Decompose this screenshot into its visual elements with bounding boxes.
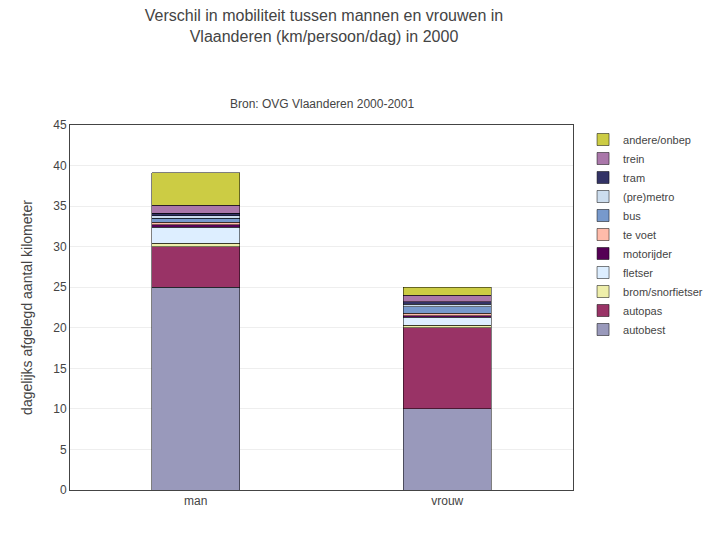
svg-text:fletser: fletser — [623, 267, 653, 279]
svg-text:45: 45 — [53, 118, 67, 132]
svg-text:35: 35 — [53, 199, 67, 213]
svg-text:autobest: autobest — [623, 324, 665, 336]
svg-text:0: 0 — [60, 483, 67, 497]
svg-text:Verschil in mobiliteit tussen: Verschil in mobiliteit tussen mannen en … — [145, 7, 503, 45]
svg-text:te voet: te voet — [623, 229, 656, 241]
svg-text:5: 5 — [60, 443, 67, 457]
svg-text:bus: bus — [623, 210, 641, 222]
svg-text:40: 40 — [53, 159, 67, 173]
svg-text:20: 20 — [53, 321, 67, 335]
svg-text:tram: tram — [623, 172, 645, 184]
svg-text:Bron: OVG Vlaanderen 2000-2001: Bron: OVG Vlaanderen 2000-2001 — [230, 97, 414, 111]
svg-text:motorijder: motorijder — [623, 248, 672, 260]
svg-text:25: 25 — [53, 280, 67, 294]
svg-text:autopas: autopas — [623, 305, 663, 317]
svg-text:trein: trein — [623, 153, 644, 165]
svg-text:10: 10 — [53, 402, 67, 416]
svg-text:dagelijks afgelegd aantal kilo: dagelijks afgelegd aantal kilometer — [19, 200, 35, 415]
svg-text:vrouw: vrouw — [431, 494, 463, 508]
svg-text:15: 15 — [53, 362, 67, 376]
svg-text:man: man — [184, 494, 207, 508]
svg-text:andere/onbep: andere/onbep — [623, 134, 691, 146]
svg-text:(pre)metro: (pre)metro — [623, 191, 674, 203]
svg-text:30: 30 — [53, 240, 67, 254]
svg-text:brom/snorfietser: brom/snorfietser — [623, 286, 703, 298]
